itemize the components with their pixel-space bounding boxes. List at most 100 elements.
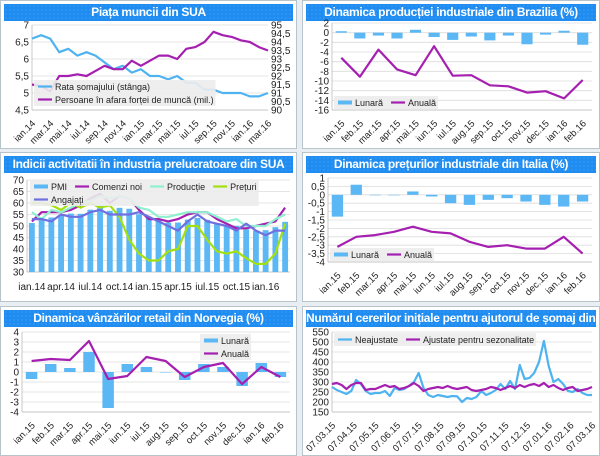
x-tick-label: oct.15	[223, 282, 251, 293]
y-tick-label: -6	[320, 57, 329, 68]
y-right-tick-label: 94,5	[271, 29, 291, 40]
chart-title: Dinamica vânzărilor retail din Norvegia …	[4, 310, 293, 327]
bar	[539, 194, 551, 205]
bar	[272, 227, 279, 272]
legend-label: Angajați	[51, 195, 84, 205]
y-tick-label: 50	[13, 222, 25, 233]
bar	[426, 194, 438, 197]
bar	[502, 32, 514, 36]
y-tick-label: -8	[320, 67, 329, 78]
bar	[369, 194, 381, 196]
y-tick-label: -2,5	[308, 232, 326, 243]
y-tick-label: -14	[315, 96, 330, 107]
bar	[391, 32, 403, 39]
bar	[577, 32, 589, 45]
bar	[28, 223, 35, 272]
series-line	[31, 339, 281, 386]
bar	[331, 194, 344, 217]
bar	[558, 30, 570, 33]
y-right-tick-label: 95	[271, 21, 283, 32]
series-line	[31, 195, 286, 228]
legend: PMI Comenzi noi Producție Prețuri Angajați	[30, 180, 259, 206]
bar	[83, 352, 95, 372]
bar	[38, 218, 45, 272]
y-tick-label: 35	[13, 256, 25, 267]
legend-label: Lunară	[355, 98, 383, 108]
bar	[136, 214, 142, 272]
y-right-tick-label: 92	[271, 72, 283, 83]
legend-label: Persoane în afara forței de muncă (mil.)	[55, 95, 214, 105]
y-right-tick-label: 92,5	[271, 63, 291, 74]
y-tick-label: 60	[13, 199, 25, 210]
bar	[274, 372, 287, 377]
y-tick-label: 200	[312, 398, 329, 409]
y-tick-label: -3	[10, 398, 19, 409]
legend-label: Anuală	[408, 98, 436, 108]
y-tick-label: 350	[312, 368, 329, 379]
bar	[165, 222, 172, 272]
chart-title: Dinamica prețurilor industriale din Ital…	[306, 156, 596, 173]
legend: Lunară Anuală	[334, 96, 439, 109]
bar	[204, 219, 211, 272]
x-tick-label: apr.14	[47, 282, 75, 293]
legend-label: Ajustate pentru sezonalitate	[423, 335, 534, 345]
panel-italy-industrial-prices: Dinamica prețurilor industriale din Ital…	[302, 152, 600, 302]
legend: Lunară Anuală	[330, 248, 435, 261]
y-tick-label: -2	[316, 224, 325, 235]
bar	[520, 194, 532, 202]
y-tick-label: 550	[312, 328, 329, 339]
legend-label: Prețuri	[230, 182, 257, 192]
bar	[335, 31, 347, 33]
legend-label: Comenzi noi	[92, 182, 142, 192]
panel-brazil-industrial-production: Dinamica producției industriale din Braz…	[302, 0, 600, 149]
bar	[501, 194, 513, 199]
legend: Neajustate Ajustate pentru sezonalitate	[334, 333, 537, 346]
bar	[463, 194, 476, 205]
y-tick-label: 0,5	[311, 182, 325, 193]
x-tick-label: ian.14	[18, 282, 46, 293]
y-tick-label: 6,5	[15, 38, 29, 49]
legend: Lunară Anuală	[200, 334, 252, 360]
y-right-tick-label: 90,5	[271, 97, 291, 108]
bar	[243, 229, 250, 272]
y-tick-label: 40	[13, 245, 25, 256]
bar	[521, 32, 533, 45]
x-tick-label: oct.14	[106, 282, 134, 293]
series-line	[340, 45, 584, 100]
y-tick-label: 70	[13, 176, 25, 187]
bar	[354, 32, 366, 39]
y-tick-label: 1	[13, 358, 19, 369]
bar	[465, 32, 477, 37]
bar	[106, 210, 113, 272]
y-tick-label: 2	[323, 19, 329, 30]
x-tick-label: iun.15	[412, 270, 438, 296]
y-tick-label: -3,5	[308, 249, 326, 260]
y-tick-label: 4	[13, 328, 19, 339]
y-tick-label: -4	[10, 408, 19, 419]
bar	[214, 223, 220, 272]
y-tick-label: -2	[320, 38, 329, 49]
legend-background	[30, 180, 259, 206]
bar	[540, 32, 552, 35]
bar	[236, 372, 248, 386]
bar	[252, 230, 259, 272]
chart-title: Dinamica producției industriale din Braz…	[306, 4, 596, 21]
y-tick-label: -2	[10, 388, 19, 399]
legend-label: Anuală	[404, 250, 432, 260]
bar	[484, 32, 496, 41]
bar	[121, 364, 134, 372]
legend-label: Producție	[167, 182, 205, 192]
bar	[145, 217, 152, 272]
bar	[67, 213, 74, 272]
bar	[77, 213, 84, 272]
y-tick-label: 7	[23, 21, 29, 32]
y-tick-label: 0	[13, 368, 19, 379]
bar	[372, 32, 384, 36]
y-tick-label: 4,5	[15, 106, 29, 117]
bar	[48, 217, 55, 272]
bar	[410, 29, 422, 33]
bar	[44, 364, 57, 372]
series-line	[31, 192, 286, 230]
bar	[87, 209, 94, 272]
